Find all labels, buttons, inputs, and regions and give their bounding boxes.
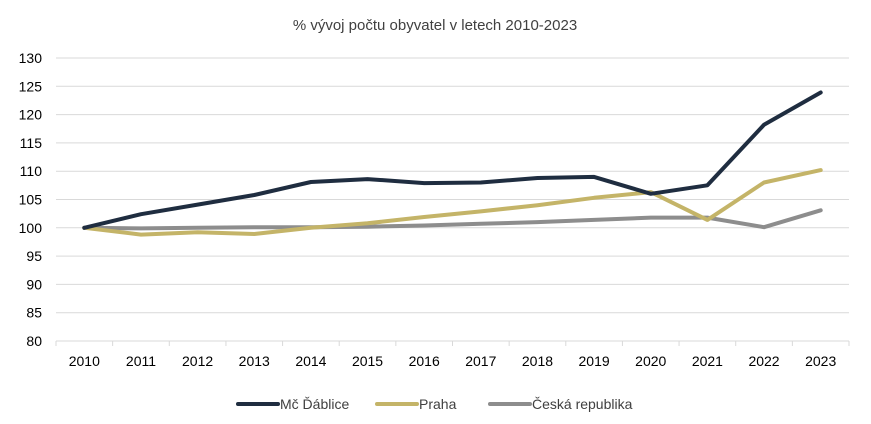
y-tick-label: 120 <box>19 107 43 123</box>
x-axis-tick-labels: 2010 2011 2012 2013 2014 2015 2016 2017 2018 2019… <box>55 341 850 369</box>
y-tick-label: 110 <box>20 163 43 179</box>
x-tick-label: 2018 <box>522 353 553 369</box>
y-tick-label: 130 <box>19 50 43 66</box>
y-tick-label: 95 <box>26 248 42 264</box>
y-tick-label: 85 <box>26 305 42 321</box>
gridlines <box>56 57 849 342</box>
series-line <box>82 168 823 237</box>
series-line <box>82 208 823 231</box>
x-tick-label: 2020 <box>635 353 666 369</box>
y-tick-label: 100 <box>19 220 43 236</box>
y-tick-label: 90 <box>26 276 42 292</box>
x-tick-label: 2014 <box>295 353 326 369</box>
x-tick-label: 2010 <box>69 353 100 369</box>
legend: Mč Ďáblice Praha Česká republika <box>236 396 633 412</box>
x-tick-label: 2021 <box>692 353 723 369</box>
series-lines <box>82 90 823 237</box>
x-tick-label: 2023 <box>805 353 836 369</box>
x-tick-label: 2019 <box>579 353 610 369</box>
y-tick-label: 80 <box>26 333 42 349</box>
legend-label: Česká republika <box>532 396 633 412</box>
x-tick-label: 2012 <box>182 353 213 369</box>
series-line <box>82 90 823 230</box>
x-tick-label: 2016 <box>409 353 440 369</box>
y-tick-label: 125 <box>19 78 43 94</box>
legend-label: Mč Ďáblice <box>280 396 349 412</box>
x-tick-label: 2022 <box>748 353 779 369</box>
chart-title: % vývoj počtu obyvatel v letech 2010-202… <box>293 17 577 34</box>
y-axis-tick-labels: 80 85 90 95 100 105 110 115 120 125 130 <box>19 50 43 349</box>
x-tick-label: 2011 <box>126 353 156 369</box>
legend-label: Praha <box>419 396 457 412</box>
x-tick-label: 2013 <box>239 353 270 369</box>
y-tick-label: 115 <box>20 135 43 151</box>
x-tick-label: 2015 <box>352 353 383 369</box>
x-tick-label: 2017 <box>465 353 496 369</box>
y-tick-label: 105 <box>19 192 43 208</box>
